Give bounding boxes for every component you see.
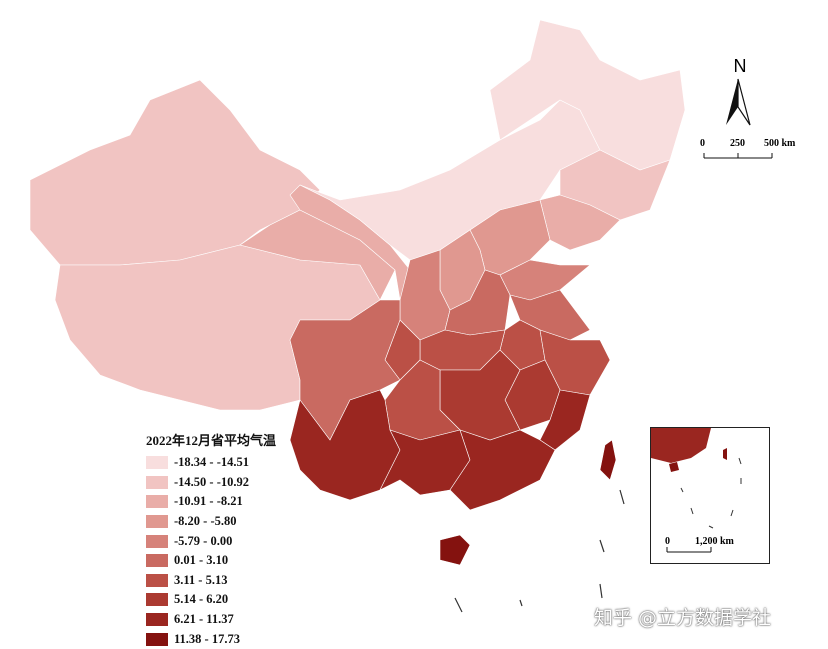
province-region bbox=[599, 439, 617, 481]
legend-item: -8.20 - -5.80 bbox=[146, 512, 276, 532]
legend-label: 0.01 - 3.10 bbox=[174, 553, 229, 568]
north-arrow-icon bbox=[726, 78, 751, 126]
legend-item: 6.21 - 11.37 bbox=[146, 610, 276, 630]
legend-label: 6.21 - 11.37 bbox=[174, 612, 234, 627]
legend-swatch bbox=[146, 632, 168, 646]
legend-label: 3.11 - 5.13 bbox=[174, 572, 228, 587]
legend: 2022年12月省平均气温 -18.34 - -14.51 -14.50 - -1… bbox=[146, 430, 276, 649]
scale-tick-250: 250 bbox=[730, 138, 745, 149]
province-region bbox=[289, 299, 401, 441]
legend-swatch bbox=[146, 515, 168, 529]
legend-item: 11.38 - 17.73 bbox=[146, 629, 276, 649]
boundary-dash bbox=[619, 489, 625, 505]
boundary-dash bbox=[454, 597, 463, 613]
legend-swatch bbox=[146, 456, 168, 470]
province-region bbox=[449, 429, 556, 511]
legend-item: -5.79 - 0.00 bbox=[146, 531, 276, 551]
legend-swatch bbox=[146, 554, 168, 568]
province-region bbox=[439, 534, 471, 566]
province-region bbox=[289, 184, 411, 301]
legend-label: -18.34 - -14.51 bbox=[174, 455, 249, 470]
province-region bbox=[379, 429, 471, 496]
province-region bbox=[539, 194, 621, 251]
province-region bbox=[489, 19, 686, 171]
north-arrow: N bbox=[720, 56, 760, 132]
legend-label: -8.20 - -5.80 bbox=[174, 514, 237, 529]
legend-swatch bbox=[146, 495, 168, 509]
legend-swatch bbox=[146, 593, 168, 607]
scale-tick-500: 500 km bbox=[764, 138, 796, 149]
legend-item: 5.14 - 6.20 bbox=[146, 590, 276, 610]
legend-swatch bbox=[146, 534, 168, 548]
legend-swatch bbox=[146, 613, 168, 627]
watermark: 知乎 @立方数据学社 bbox=[594, 607, 772, 629]
legend-swatch bbox=[146, 475, 168, 489]
legend-swatch bbox=[146, 573, 168, 587]
legend-item: 3.11 - 5.13 bbox=[146, 571, 276, 591]
inset-map bbox=[651, 428, 742, 553]
legend-label: 5.14 - 6.20 bbox=[174, 592, 229, 607]
legend-label: -5.79 - 0.00 bbox=[174, 533, 233, 548]
legend-label: 11.38 - 17.73 bbox=[174, 631, 240, 646]
legend-label: -10.91 - -8.21 bbox=[174, 494, 243, 509]
north-label: N bbox=[733, 56, 747, 76]
inset-scale-1200: 1,200 km bbox=[695, 536, 734, 547]
legend-item: -10.91 - -8.21 bbox=[146, 492, 276, 512]
boundary-dash bbox=[599, 539, 605, 553]
legend-title: 2022年12月省平均气温 bbox=[146, 433, 277, 448]
legend-item: -14.50 - -10.92 bbox=[146, 473, 276, 493]
legend-item: 0.01 - 3.10 bbox=[146, 551, 276, 571]
legend-label: -14.50 - -10.92 bbox=[174, 474, 249, 489]
boundary-dash bbox=[519, 599, 523, 607]
boundary-dash bbox=[599, 583, 603, 599]
south-china-sea-inset: 0 1,200 km bbox=[650, 427, 770, 564]
scale-tick-0: 0 bbox=[700, 138, 705, 149]
legend-item: -18.34 - -14.51 bbox=[146, 453, 276, 473]
inset-scale-0: 0 bbox=[665, 536, 670, 547]
